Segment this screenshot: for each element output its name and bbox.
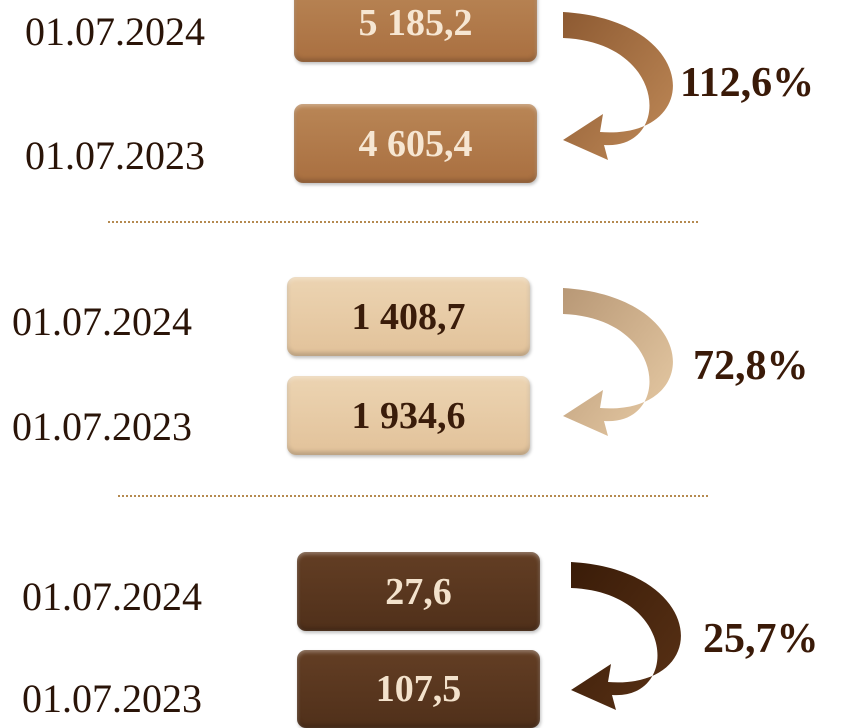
separator (108, 221, 698, 223)
date: 01.07.2024 (12, 299, 192, 344)
separator (118, 495, 708, 497)
date: 01.07.2024 (22, 574, 202, 619)
ratio: 112,6% (680, 60, 815, 106)
value-box: 4 605,4 (294, 104, 537, 183)
ratio: 72,8% (693, 343, 809, 389)
value-box: 107,5 (297, 650, 540, 728)
value-box: 5 185,2 (294, 0, 537, 62)
value-box: 27,6 (297, 552, 540, 631)
date: 01.07.2023 (22, 676, 202, 721)
ratio: 25,7% (703, 616, 819, 662)
value-box: 1 408,7 (287, 277, 530, 356)
date: 01.07.2023 (12, 404, 192, 449)
date: 01.07.2023 (25, 133, 205, 178)
arrow (571, 562, 681, 710)
value-box: 1 934,6 (287, 376, 530, 455)
date: 01.07.2024 (25, 9, 205, 54)
arrow (563, 288, 673, 436)
arrow (563, 12, 673, 160)
